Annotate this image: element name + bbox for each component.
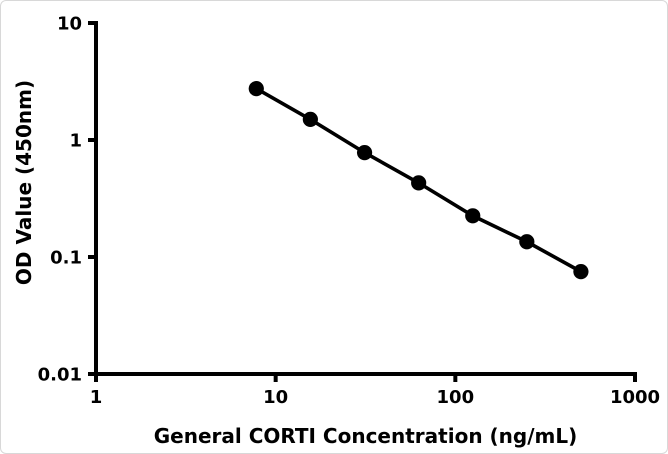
y-tick-label: 10 <box>57 14 82 35</box>
data-point <box>465 208 481 224</box>
x-axis-title: General CORTI Concentration (ng/mL) <box>154 424 578 448</box>
data-point <box>302 111 318 127</box>
data-point <box>411 175 427 191</box>
data-point <box>573 264 589 280</box>
x-tick-label: 1 <box>90 387 103 408</box>
data-point <box>248 80 264 97</box>
x-tick-label: 100 <box>437 387 475 408</box>
y-tick-label: 0.01 <box>38 365 82 386</box>
y-tick-label: 0.1 <box>50 248 82 269</box>
data-point <box>356 145 373 161</box>
y-axis-title: OD Value (450nm) <box>12 80 36 285</box>
y-tick-label: 1 <box>69 131 82 152</box>
x-tick-label: 10 <box>263 387 288 408</box>
data-point <box>519 234 535 250</box>
x-tick-label: 1000 <box>610 387 660 408</box>
